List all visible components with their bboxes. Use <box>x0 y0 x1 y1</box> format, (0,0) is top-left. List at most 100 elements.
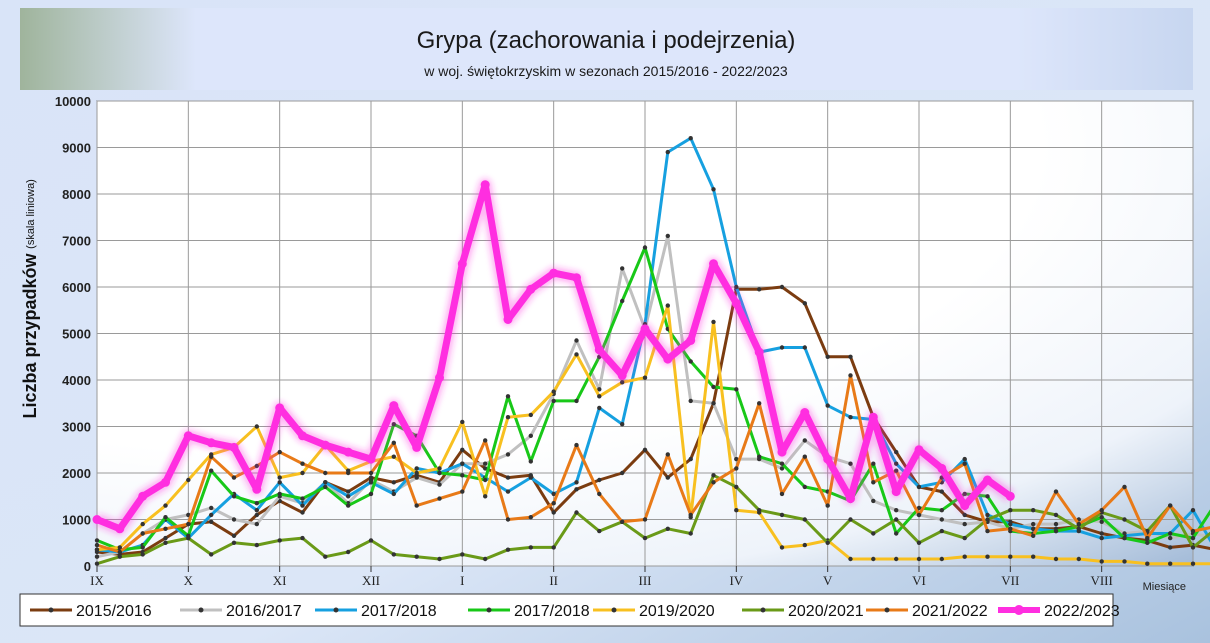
series-point <box>1099 515 1104 520</box>
series-point <box>1190 508 1196 513</box>
series-point <box>620 422 625 427</box>
series-point <box>734 508 739 513</box>
series-point <box>848 415 853 420</box>
series-point <box>254 501 259 506</box>
series-point <box>231 540 237 545</box>
series-point <box>802 517 807 522</box>
series-point <box>414 475 419 480</box>
series-point <box>711 187 716 192</box>
series-point <box>597 387 602 392</box>
series-point <box>871 556 876 562</box>
series-point <box>140 545 145 550</box>
series-point <box>460 461 465 466</box>
series-point <box>389 401 399 411</box>
series-point <box>1008 521 1013 527</box>
series-point <box>985 554 990 559</box>
series-point <box>551 491 556 497</box>
series-point <box>1031 508 1036 513</box>
series-point <box>460 489 465 494</box>
legend-label: 2021/2022 <box>912 603 988 620</box>
series-point <box>163 526 168 531</box>
series-point <box>617 370 627 380</box>
series-point <box>734 387 739 392</box>
series-point <box>1190 545 1196 550</box>
series-point <box>346 549 351 555</box>
series-point <box>437 466 442 471</box>
series-point <box>848 517 853 522</box>
series-point <box>688 136 693 141</box>
series-point <box>800 408 810 417</box>
series-point <box>300 510 305 515</box>
series-point <box>117 549 123 555</box>
series-point <box>1031 521 1036 527</box>
series-point <box>894 531 899 536</box>
series-point <box>368 480 374 485</box>
series-line <box>96 285 1210 556</box>
series-point <box>688 359 693 364</box>
series-point <box>1099 508 1104 513</box>
series-point <box>117 554 123 559</box>
series-point <box>140 521 145 527</box>
y-tick-label: 5000 <box>62 327 91 342</box>
y-tick-label: 0 <box>84 559 91 574</box>
series-point <box>1168 561 1173 566</box>
series-point <box>871 531 876 536</box>
series-point <box>916 540 922 545</box>
series-point <box>825 540 830 545</box>
y-axis-label: Liczba przypadków <box>20 252 40 418</box>
series-point <box>277 480 282 485</box>
series-point <box>983 475 992 485</box>
series-point <box>985 517 990 522</box>
series-point <box>802 484 807 490</box>
series-point <box>1053 512 1059 518</box>
series-point <box>848 354 853 359</box>
series-point <box>848 556 853 562</box>
series-point <box>1145 540 1150 545</box>
series-point <box>300 535 305 541</box>
series-point <box>231 533 237 538</box>
chart-title: Grypa (zachorowania i podejrzenia) <box>417 27 796 54</box>
legend-items: 2015/2016 2016/2017 2017/2018 2017/2018 2019… <box>30 603 1120 620</box>
series-point <box>94 538 100 543</box>
series-point <box>939 517 944 522</box>
series-point <box>574 442 579 448</box>
series-point <box>688 512 693 518</box>
series-point <box>483 556 488 562</box>
series-point <box>1031 526 1036 531</box>
series-point <box>1145 561 1150 566</box>
legend-item: 2017/2018 <box>315 603 437 620</box>
series-point <box>163 535 168 541</box>
series-point <box>757 508 762 513</box>
series-point <box>937 463 947 473</box>
series-point <box>1168 531 1173 536</box>
series-point <box>1031 533 1036 538</box>
series-point <box>779 466 785 471</box>
series-point <box>206 438 216 448</box>
series-point <box>574 487 579 492</box>
series-point <box>391 440 396 445</box>
series-point <box>92 515 102 524</box>
series-point <box>391 454 396 459</box>
series-point <box>457 259 467 269</box>
series-point <box>254 542 259 548</box>
series-point <box>252 484 262 494</box>
series-point <box>323 470 328 476</box>
series-point <box>414 503 419 508</box>
series-point <box>551 510 556 515</box>
series-point <box>138 491 148 501</box>
series-point <box>1168 535 1173 541</box>
series-point <box>320 440 330 450</box>
series-point <box>962 461 967 466</box>
series-point <box>1099 519 1104 524</box>
series-point <box>734 484 739 490</box>
y-tick-label: 2000 <box>62 466 91 481</box>
series-point <box>916 484 922 490</box>
series-point <box>871 498 876 504</box>
series-point <box>665 303 670 308</box>
chart-subtitle: w woj. świętokrzyskim w sezonach 2015/20… <box>423 63 788 79</box>
y-tick-label: 10000 <box>55 94 91 109</box>
series-point <box>688 456 693 462</box>
series-point <box>597 528 602 534</box>
series-point <box>825 403 830 408</box>
series-point <box>823 454 833 464</box>
